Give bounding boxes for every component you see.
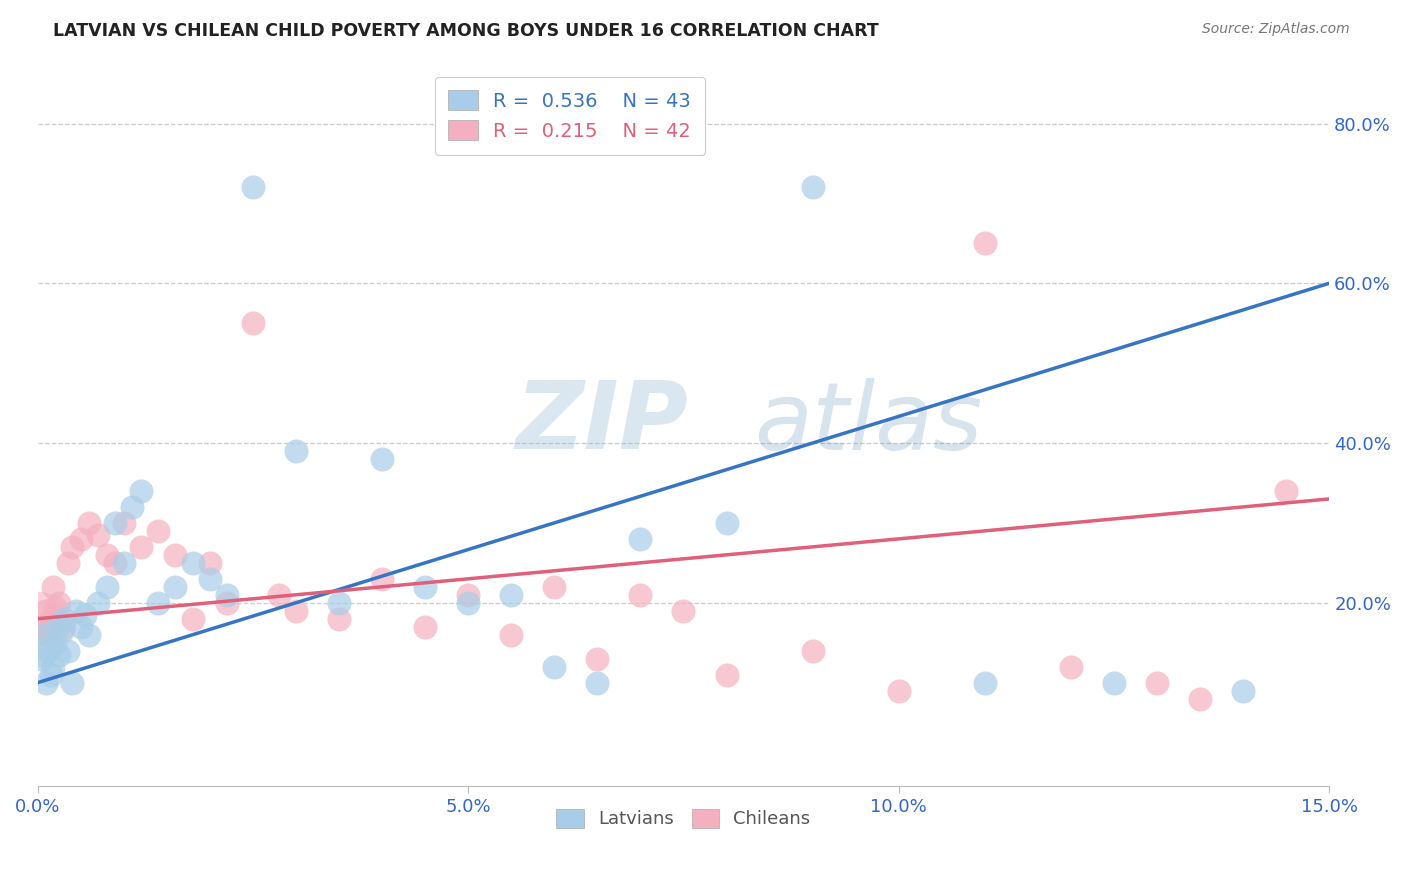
Point <box>34 628 56 642</box>
Point <box>79 516 101 530</box>
Point <box>87 528 110 542</box>
Point <box>121 500 143 514</box>
Point <box>56 556 79 570</box>
Text: Source: ZipAtlas.com: Source: ZipAtlas.com <box>1202 22 1350 37</box>
Point <box>60 675 83 690</box>
Point <box>371 452 394 467</box>
Point <box>112 556 135 570</box>
Point <box>181 612 204 626</box>
Point <box>37 628 59 642</box>
Point <box>104 556 127 570</box>
Point <box>198 572 221 586</box>
Point <box>628 532 651 546</box>
Point <box>328 612 350 626</box>
Point <box>44 636 66 650</box>
Point <box>73 607 96 622</box>
Legend: Latvians, Chileans: Latvians, Chileans <box>550 802 818 836</box>
Point <box>586 651 609 665</box>
Point <box>79 628 101 642</box>
Point <box>328 596 350 610</box>
Point <box>45 620 67 634</box>
Point <box>52 612 75 626</box>
Point <box>716 667 738 681</box>
Point <box>413 580 436 594</box>
Point <box>672 604 695 618</box>
Point <box>129 483 152 498</box>
Point <box>716 516 738 530</box>
Point <box>48 648 70 662</box>
Point <box>973 675 995 690</box>
Point <box>69 532 91 546</box>
Point <box>31 651 53 665</box>
Point <box>148 596 170 610</box>
Point <box>42 580 65 594</box>
Point <box>165 548 187 562</box>
Text: LATVIAN VS CHILEAN CHILD POVERTY AMONG BOYS UNDER 16 CORRELATION CHART: LATVIAN VS CHILEAN CHILD POVERTY AMONG B… <box>53 22 879 40</box>
Point <box>87 596 110 610</box>
Point <box>37 643 59 657</box>
Point <box>27 612 49 626</box>
Point <box>42 659 65 673</box>
Point <box>27 636 49 650</box>
Point <box>973 236 995 251</box>
Point <box>1189 691 1212 706</box>
Point <box>501 588 523 602</box>
Point <box>39 667 62 681</box>
Point <box>39 612 62 626</box>
Point <box>543 580 565 594</box>
Point <box>1146 675 1168 690</box>
Point <box>69 620 91 634</box>
Point <box>112 516 135 530</box>
Point <box>413 620 436 634</box>
Point <box>35 675 58 690</box>
Point <box>543 659 565 673</box>
Point <box>285 604 308 618</box>
Point <box>371 572 394 586</box>
Point <box>60 540 83 554</box>
Point <box>104 516 127 530</box>
Point <box>165 580 187 594</box>
Point <box>1060 659 1083 673</box>
Point <box>217 588 239 602</box>
Point <box>801 180 824 194</box>
Point <box>1232 683 1254 698</box>
Text: ZIP: ZIP <box>516 377 689 469</box>
Point <box>457 596 479 610</box>
Point <box>586 675 609 690</box>
Point <box>217 596 239 610</box>
Point <box>51 624 73 638</box>
Point <box>501 628 523 642</box>
Point <box>65 604 87 618</box>
Point <box>56 643 79 657</box>
Point <box>96 580 118 594</box>
Text: atlas: atlas <box>755 377 983 468</box>
Point <box>457 588 479 602</box>
Point <box>96 548 118 562</box>
Point <box>242 180 264 194</box>
Point <box>181 556 204 570</box>
Point <box>148 524 170 538</box>
Point <box>267 588 290 602</box>
Point <box>34 604 56 618</box>
Point <box>1275 483 1298 498</box>
Point <box>242 316 264 330</box>
Point <box>129 540 152 554</box>
Point <box>48 596 70 610</box>
Point <box>285 444 308 458</box>
Point <box>31 620 53 634</box>
Point <box>44 599 66 614</box>
Point <box>887 683 910 698</box>
Point <box>52 620 75 634</box>
Point <box>801 643 824 657</box>
Point <box>628 588 651 602</box>
Point <box>198 556 221 570</box>
Point <box>1102 675 1125 690</box>
